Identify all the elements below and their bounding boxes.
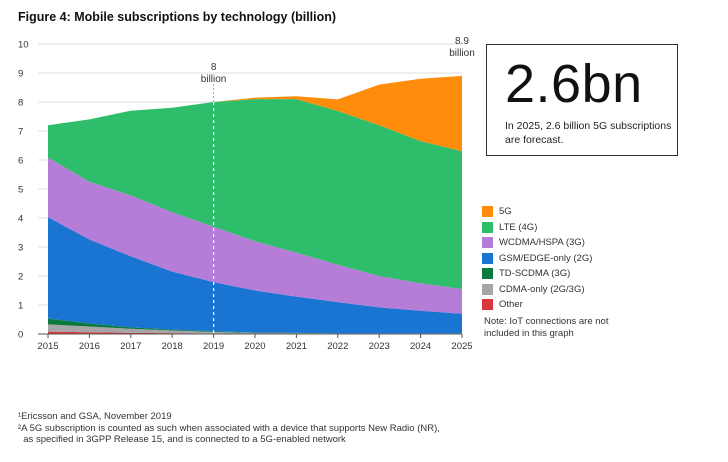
footnote-1: ¹Ericsson and GSA, November 2019 — [18, 411, 172, 422]
y-tick-label: 9 — [18, 69, 23, 80]
chart-title: Figure 4: Mobile subscriptions by techno… — [18, 10, 337, 24]
callout-box: 2.6bn In 2025, 2.6 billion 5G subscripti… — [486, 44, 678, 156]
callout-text: In 2025, 2.6 billion 5G subscriptions ar… — [505, 120, 672, 146]
y-tick-label: 10 — [18, 40, 29, 51]
y-tick-label: 8 — [18, 98, 23, 109]
y-tick-label: 1 — [18, 301, 23, 312]
footnote-2: ²A 5G subscription is counted as such wh… — [18, 422, 440, 434]
legend-label: TD-SCDMA (3G) — [499, 268, 571, 280]
legend-item: TD-SCDMA (3G) — [482, 266, 592, 282]
legend-item: 5G — [482, 204, 592, 220]
x-tick-label: 2024 — [410, 341, 431, 352]
area-lte-4g — [48, 99, 462, 290]
area-cdma-only-2g-3g — [48, 324, 462, 334]
y-tick-label: 0 — [18, 330, 23, 341]
y-tick-label: 5 — [18, 185, 23, 196]
y-tick-label: 3 — [18, 243, 23, 254]
legend-label: LTE (4G) — [499, 221, 538, 233]
y-tick-label: 7 — [18, 127, 23, 138]
area-series — [48, 75, 462, 334]
x-tick-label: 2025 — [451, 341, 472, 352]
legend-item: GSM/EDGE-only (2G) — [482, 251, 592, 267]
footnote-3: as specified in 3GPP Release 15, and is … — [18, 434, 346, 445]
legend-label: CDMA-only (2G/3G) — [499, 283, 585, 295]
x-tick-label: 2019 — [203, 341, 224, 352]
legend-item: WCDMA/HSPA (3G) — [482, 235, 592, 251]
legend: 5G LTE (4G) WCDMA/HSPA (3G) GSM/EDGE-only (… — [482, 204, 592, 313]
annotation-value: 8.9 — [455, 36, 469, 47]
area-wcdma-hspa-3g — [48, 157, 462, 314]
x-tick-label: 2020 — [244, 341, 265, 352]
legend-label: WCDMA/HSPA (3G) — [499, 237, 585, 249]
annotation-unit: billion — [201, 74, 227, 85]
area-gsm-edge-only-2g — [48, 217, 462, 334]
callout-value: 2.6bn — [505, 54, 643, 114]
legend-swatch — [482, 283, 493, 295]
y-tick-label: 2 — [18, 272, 23, 283]
legend-item: Other — [482, 297, 592, 313]
area-other — [48, 331, 462, 334]
x-tick-label: 2022 — [327, 341, 348, 352]
x-tick-label: 2016 — [79, 341, 100, 352]
annotation-value: 8 — [211, 62, 217, 73]
x-tick-label: 2015 — [37, 341, 58, 352]
y-tick-label: 4 — [18, 214, 23, 225]
footnotes: ¹Ericsson and GSA, November 2019 ²A 5G s… — [18, 411, 440, 446]
legend-swatch — [482, 206, 493, 218]
annotation-unit: billion — [449, 48, 475, 59]
legend-item: LTE (4G) — [482, 220, 592, 236]
legend-label: Other — [499, 299, 523, 311]
chart-note: Note: IoT connections are not included i… — [484, 316, 609, 339]
legend-label: GSM/EDGE-only (2G) — [499, 252, 593, 264]
legend-item: CDMA-only (2G/3G) — [482, 282, 592, 298]
y-tick-label: 6 — [18, 156, 23, 167]
legend-swatch — [482, 268, 493, 280]
axes: 0 1 2 3 4 5 6 7 8 9 10 2015 2016 2017 2018 2019 2020 2021… — [18, 40, 473, 353]
area-5g — [48, 75, 462, 152]
x-tick-label: 2023 — [369, 341, 390, 352]
legend-swatch — [482, 252, 493, 264]
legend-swatch — [482, 299, 493, 311]
legend-label: 5G — [499, 206, 512, 218]
legend-swatch — [482, 221, 493, 233]
x-tick-label: 2018 — [162, 341, 183, 352]
x-tick-label: 2021 — [286, 341, 307, 352]
legend-swatch — [482, 237, 493, 249]
x-tick-label: 2017 — [120, 341, 141, 352]
